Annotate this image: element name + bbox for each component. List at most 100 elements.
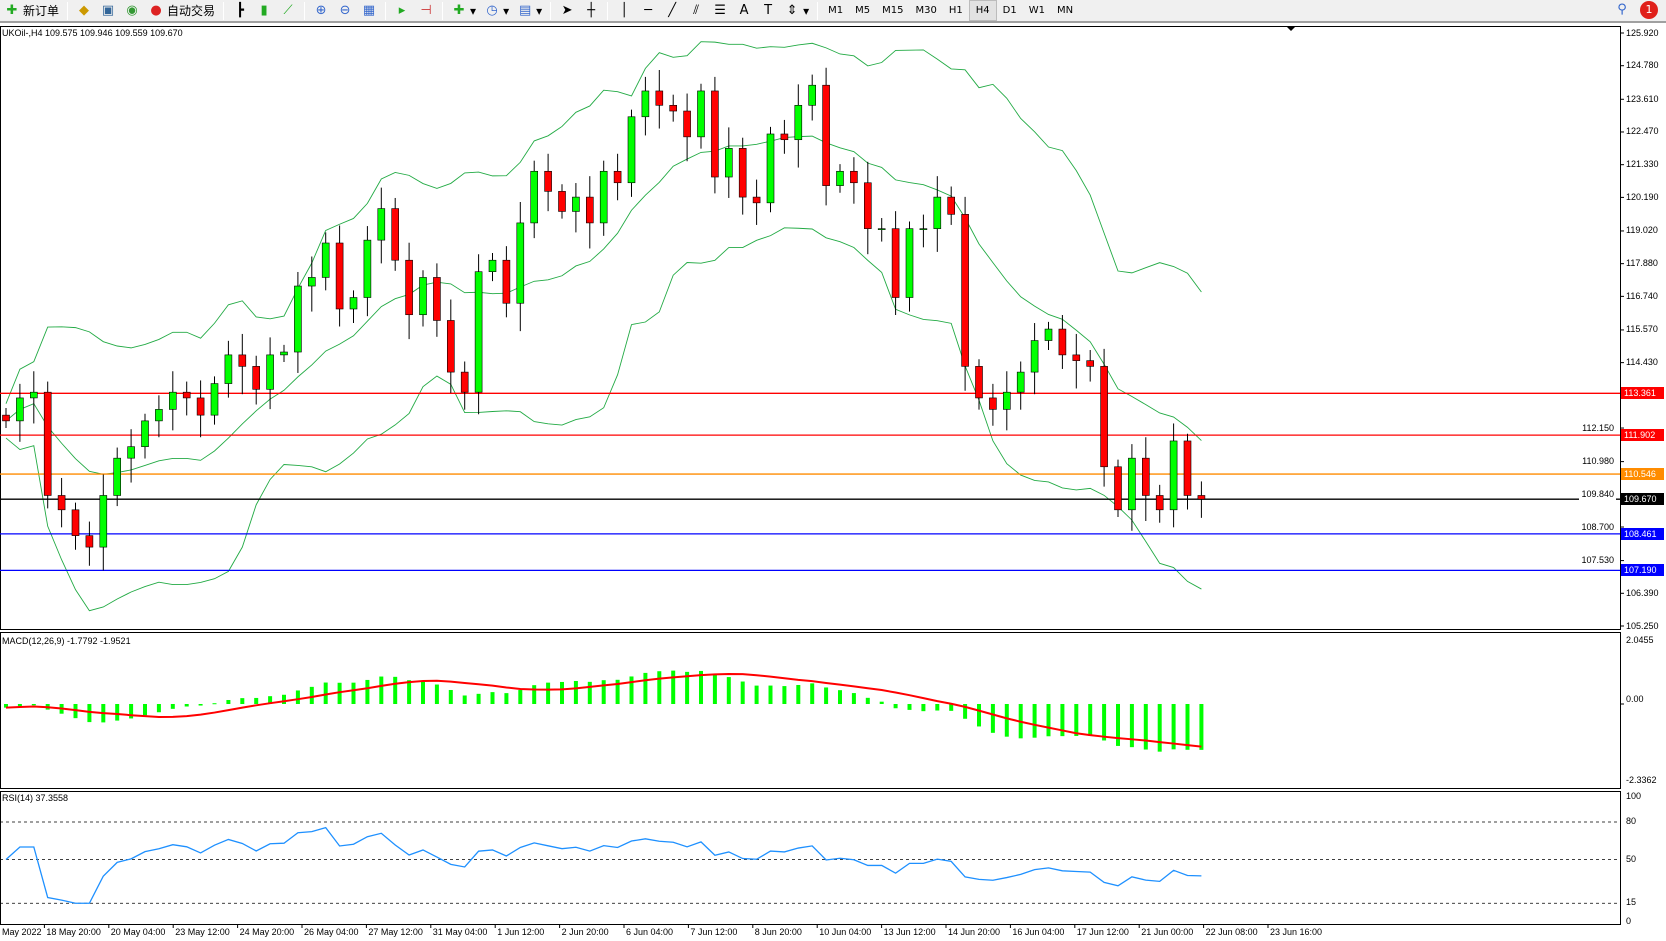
horizontal-line-button[interactable]: ─: [636, 0, 660, 21]
macd-histogram-bar: [657, 671, 662, 704]
timeframe-m5[interactable]: M5: [855, 5, 871, 16]
toolbar: ✚ 新订单 ◆ ▣ ◉ ● 自动交易 ┣ ▮ ⟋ ⊕ ⊖ ▦ ▸ ⊣ ✚ ▾ ◷ ▾ ▤…: [0, 0, 1666, 23]
trendline-button[interactable]: ╱: [660, 0, 684, 21]
arrows-icon: ⇕: [786, 2, 798, 18]
navigator-button[interactable]: ▣: [96, 0, 120, 21]
zoom-out-button[interactable]: ⊖: [333, 0, 357, 21]
search-icon[interactable]: ⚲: [1617, 2, 1627, 17]
text-label-button[interactable]: T: [756, 0, 780, 21]
timeframe-m1[interactable]: M1: [828, 5, 844, 16]
macd-histogram-bar: [115, 704, 120, 721]
price-chart[interactable]: [0, 25, 1666, 941]
macd-histogram-bar: [643, 672, 648, 704]
cursor-button[interactable]: ➤: [555, 0, 579, 21]
notification-badge[interactable]: 1: [1640, 1, 1658, 19]
macd-histogram-bar: [184, 704, 189, 707]
timeframe-d1[interactable]: D1: [1002, 5, 1017, 16]
macd-histogram-bar: [546, 682, 551, 704]
macd-histogram-bar: [726, 677, 731, 704]
periods-button[interactable]: ◷ ▾: [480, 0, 513, 21]
bear-candle: [544, 170, 552, 192]
timeframe-m15[interactable]: M15: [882, 5, 904, 16]
macd-histogram-bar: [434, 684, 439, 704]
bar-chart-button[interactable]: ┣: [228, 0, 252, 21]
fibonacci-button[interactable]: ☰: [708, 0, 732, 21]
templates-button[interactable]: ▤ ▾: [518, 2, 543, 18]
macd-histogram-bar: [1088, 704, 1093, 736]
price-axis-label: 107.530: [1579, 555, 1616, 567]
price-level-tag: 110.546: [1621, 468, 1664, 481]
timeframe-mn[interactable]: MN: [1056, 5, 1074, 16]
crosshair-button[interactable]: ┼: [579, 0, 603, 21]
macd-histogram-bar: [977, 704, 981, 727]
macd-histogram-bar: [1157, 704, 1162, 752]
price-axis-label: 119.020: [1626, 225, 1658, 236]
price-axis-label: 110.980: [1580, 456, 1616, 468]
auto-trading-button[interactable]: ● 自动交易: [144, 0, 219, 21]
market-watch-button[interactable]: ◆: [72, 0, 96, 21]
time-axis-label: 14 Jun 20:00: [948, 927, 1001, 937]
macd-axis-label: 2.0455: [1626, 635, 1654, 645]
macd-histogram-bar: [699, 670, 703, 704]
bear-candle: [558, 191, 566, 212]
time-axis-label: May 2022: [2, 927, 42, 937]
zoom-in-icon: ⊕: [315, 2, 327, 18]
zoom-in-button[interactable]: ⊕: [309, 0, 333, 21]
text-button[interactable]: A: [732, 0, 756, 21]
time-axis-label: 8 Jun 20:00: [754, 927, 802, 937]
timeframe-w1[interactable]: W1: [1028, 5, 1045, 16]
macd-label: MACD(12,26,9) -1.7792 -1.9521: [2, 636, 131, 646]
bull-candle: [697, 90, 705, 138]
bull-candle: [933, 196, 942, 229]
macd-histogram-bar: [949, 704, 954, 711]
new-order-button[interactable]: ✚ 新订单: [0, 0, 63, 21]
bear-candle: [1114, 466, 1122, 511]
bear-candle: [738, 148, 747, 198]
macd-histogram-bar: [240, 698, 245, 704]
bull-candle: [516, 222, 525, 304]
rsi-axis-label: 80: [1626, 816, 1637, 826]
equidistant-channel-button[interactable]: ⫽: [684, 0, 708, 21]
macd-histogram-bar: [351, 682, 356, 704]
macd-histogram-bar: [490, 692, 495, 704]
bull-candle: [141, 420, 149, 447]
line-chart-button[interactable]: ⟋: [276, 0, 300, 21]
price-axis-label: 116.740: [1626, 290, 1658, 301]
bull-candle: [474, 271, 483, 393]
bear-candle: [502, 259, 511, 304]
macd-histogram-bar: [629, 676, 634, 704]
signals-button[interactable]: ◉: [120, 0, 144, 21]
macd-histogram-bar: [393, 676, 398, 704]
bear-candle: [433, 277, 441, 321]
bear-candle: [891, 228, 900, 298]
navigator-icon: ▣: [101, 2, 115, 18]
equidistant-channel-icon: ⫽: [693, 2, 700, 18]
timeframe-m30[interactable]: M30: [915, 5, 937, 16]
macd-histogram-bar: [851, 693, 856, 704]
bull-candle: [280, 351, 288, 356]
time-axis-label: 13 Jun 12:00: [883, 927, 936, 937]
arrows-button[interactable]: ⇕ ▾: [780, 0, 813, 21]
bull-candle: [919, 228, 928, 230]
chart-shift-button[interactable]: ⊣: [414, 0, 438, 21]
time-axis-label: 7 Jun 12:00: [690, 927, 738, 937]
main-panel-frame: [0, 26, 1621, 630]
candlestick-button[interactable]: ▮: [252, 0, 276, 21]
indicators-button[interactable]: ✚ ▾: [447, 0, 480, 21]
tile-windows-button[interactable]: ▦: [357, 0, 381, 21]
macd-histogram-bar: [295, 690, 300, 704]
bear-candle: [822, 84, 830, 186]
macd-histogram-bar: [282, 694, 286, 704]
auto-scroll-button[interactable]: ▸: [390, 0, 414, 21]
timeframe-h1[interactable]: H1: [948, 5, 963, 16]
bear-candle: [947, 196, 956, 215]
rsi-axis-label: 100: [1626, 791, 1642, 801]
bear-candle: [850, 170, 858, 184]
bull-candle: [321, 242, 330, 278]
price-axis-label: 112.150: [1580, 422, 1616, 434]
vertical-line-button[interactable]: │: [612, 0, 636, 21]
timeframe-h4[interactable]: H4: [968, 0, 997, 21]
bull-candle: [377, 208, 386, 241]
market-watch-icon: ◆: [79, 2, 90, 18]
vertical-line-icon: │: [620, 2, 629, 18]
